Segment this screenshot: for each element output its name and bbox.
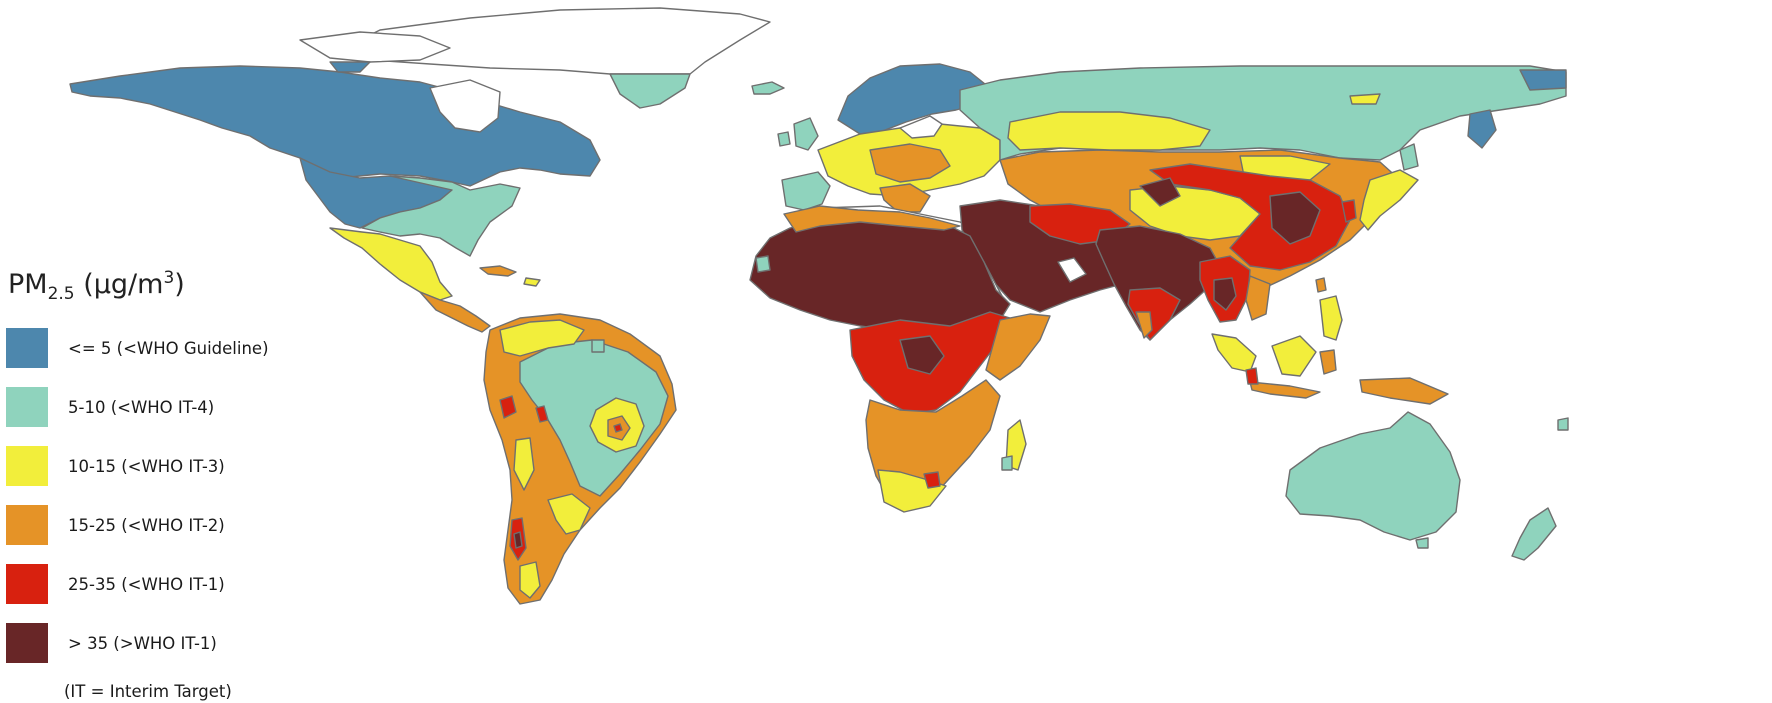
- legend-swatch: [6, 623, 48, 663]
- north-america: [69, 31, 601, 333]
- russia-north-asia: [959, 65, 1567, 161]
- legend-swatch: [6, 446, 48, 486]
- legend-label: 10-15 (<WHO IT-3): [68, 456, 225, 476]
- legend-swatch: [6, 564, 48, 604]
- asia: [959, 143, 1449, 405]
- legend-item: 25-35 (<WHO IT-1): [6, 564, 326, 604]
- legend-swatch: [6, 505, 48, 545]
- greenland: [329, 7, 771, 109]
- legend-label: <= 5 (<WHO Guideline): [68, 338, 269, 358]
- legend-note: (IT = Interim Target): [64, 682, 232, 701]
- europe: [751, 63, 1001, 237]
- legend-label: 5-10 (<WHO IT-4): [68, 397, 215, 417]
- legend-item: > 35 (>WHO IT-1): [6, 623, 326, 663]
- legend-swatch: [6, 328, 48, 368]
- legend-title: PM2.5 (µg/m3): [8, 268, 185, 304]
- oceania: [1285, 411, 1557, 561]
- legend-swatch: [6, 387, 48, 427]
- legend-item: 15-25 (<WHO IT-2): [6, 505, 326, 545]
- legend-item: 10-15 (<WHO IT-3): [6, 446, 326, 486]
- legend-label: 25-35 (<WHO IT-1): [68, 574, 225, 594]
- legend-label: 15-25 (<WHO IT-2): [68, 515, 225, 535]
- small-islands: [591, 339, 1569, 431]
- legend: PM2.5 (µg/m3) <= 5 (<WHO Guideline) 5-10…: [6, 258, 326, 701]
- legend-item: 5-10 (<WHO IT-4): [6, 387, 326, 427]
- legend-label: > 35 (>WHO IT-1): [68, 633, 217, 653]
- south-america: [483, 313, 677, 605]
- africa: [749, 205, 1051, 513]
- legend-item: <= 5 (<WHO Guideline): [6, 328, 326, 368]
